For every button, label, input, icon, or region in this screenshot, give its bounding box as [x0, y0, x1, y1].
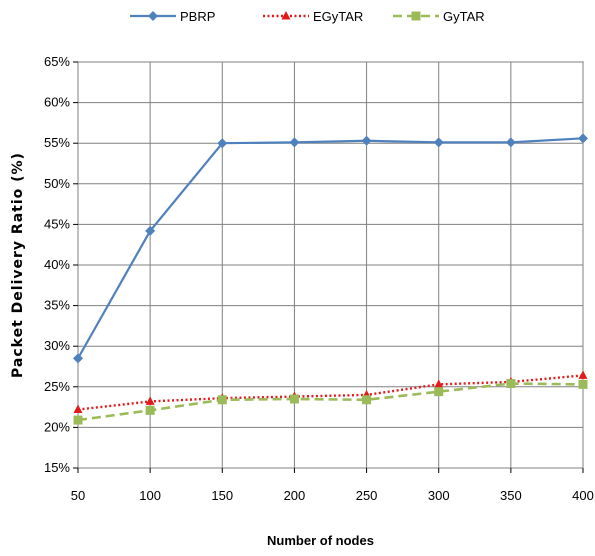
- data-point-triangle: [578, 370, 588, 379]
- y-tick-label: 55%: [44, 135, 70, 150]
- x-tick-label: 200: [284, 488, 306, 503]
- data-point-triangle: [281, 11, 291, 20]
- grid: [77, 61, 584, 469]
- y-tick-label: 35%: [44, 298, 70, 313]
- data-point-diamond: [433, 137, 444, 148]
- data-point-square: [289, 394, 299, 404]
- data-point-diamond: [505, 137, 516, 148]
- data-point-square: [434, 387, 444, 397]
- y-tick-label: 40%: [44, 257, 70, 272]
- series-line: [77, 382, 584, 422]
- legend: PBRP EGyTAR GyTAR: [130, 9, 485, 24]
- y-tick-label: 50%: [44, 176, 70, 191]
- y-axis-title: Packet Delivery Ratio (%): [10, 152, 26, 378]
- x-axis-title: Number of nodes: [267, 533, 374, 548]
- legend-label: PBRP: [180, 9, 215, 24]
- data-point-square: [145, 405, 155, 415]
- x-axis-ticks: 50 100 150 200 250 300 350 400: [71, 468, 594, 503]
- legend-label: EGyTAR: [313, 9, 363, 24]
- data-point-diamond: [578, 133, 588, 144]
- data-point-square: [506, 379, 516, 389]
- y-tick-label: 25%: [44, 379, 70, 394]
- series-group: [73, 133, 588, 425]
- y-tick-label: 65%: [44, 54, 70, 69]
- x-tick-label: 300: [428, 488, 450, 503]
- series-line: [77, 374, 584, 411]
- data-point-diamond: [73, 353, 83, 364]
- x-tick-label: 150: [211, 488, 233, 503]
- x-tick-label: 350: [500, 488, 522, 503]
- legend-label: GyTAR: [443, 9, 485, 24]
- series-line: [77, 137, 584, 359]
- y-tick-label: 45%: [44, 216, 70, 231]
- x-tick-label: 100: [139, 488, 161, 503]
- data-point-diamond: [361, 135, 372, 146]
- y-tick-label: 15%: [44, 460, 70, 475]
- data-point-triangle: [434, 379, 444, 388]
- y-axis-ticks: 15% 20% 25% 30% 35% 40% 45% 50% 55% 60% 65%: [44, 54, 78, 475]
- series-pbrp: [73, 133, 588, 364]
- y-tick-label: 60%: [44, 95, 70, 110]
- data-point-triangle: [145, 396, 155, 405]
- data-point-diamond: [217, 138, 228, 149]
- data-point-square: [217, 395, 227, 405]
- series-gytar: [73, 379, 588, 425]
- data-point-diamond: [289, 137, 300, 148]
- x-tick-label: 50: [71, 488, 85, 503]
- data-point-square: [362, 395, 372, 405]
- data-point-diamond: [145, 225, 156, 236]
- data-point-square: [578, 379, 588, 389]
- data-point-square: [411, 11, 421, 21]
- data-point-triangle: [73, 404, 83, 414]
- y-tick-label: 20%: [44, 419, 70, 434]
- x-tick-label: 400: [572, 488, 594, 503]
- data-point-diamond: [148, 11, 158, 21]
- y-tick-label: 30%: [44, 338, 70, 353]
- x-tick-label: 250: [356, 488, 378, 503]
- data-point-square: [73, 415, 83, 425]
